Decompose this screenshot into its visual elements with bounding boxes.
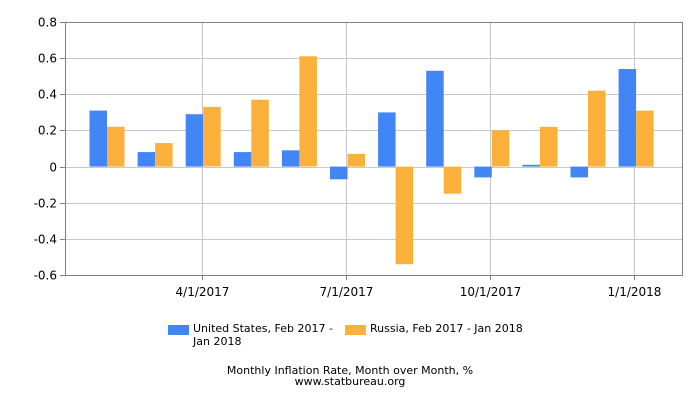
legend-swatch-us — [168, 325, 189, 335]
legend-swatch-russia — [345, 325, 366, 335]
bar-united-states — [426, 70, 444, 167]
bar-russia — [155, 143, 173, 167]
bars — [89, 56, 654, 265]
legend-item-russia[interactable]: Russia, Feb 2017 - Jan 2018 — [345, 322, 523, 335]
legend-label-russia: Russia, Feb 2017 - Jan 2018 — [370, 322, 523, 335]
bar-united-states — [618, 69, 637, 167]
bar-united-states — [570, 166, 588, 178]
legend: United States, Feb 2017 - Jan 2018 Russi… — [168, 322, 523, 348]
bar-united-states — [89, 110, 107, 167]
bar-russia — [588, 90, 606, 167]
bar-russia — [636, 110, 654, 167]
bar-united-states — [233, 152, 252, 167]
y-tick-label: -0.6 — [34, 269, 57, 283]
y-tick-label: 0.6 — [38, 52, 57, 66]
x-tick-label: 7/1/2017 — [320, 285, 374, 299]
legend-label-us: United States, Feb 2017 - Jan 2018 — [193, 322, 333, 348]
bar-united-states — [474, 166, 492, 178]
x-tick-label: 1/1/2018 — [608, 285, 662, 299]
bar-united-states — [522, 164, 540, 167]
y-tick-label: 0 — [49, 161, 57, 175]
axes — [60, 22, 683, 280]
bar-russia — [203, 106, 221, 167]
y-tick-labels: 0.8 0.6 0.4 0.2 0 -0.2 -0.4 -0.6 — [34, 16, 57, 283]
bar-united-states — [281, 150, 300, 167]
bar-united-states — [137, 152, 156, 167]
x-tick-label: 10/1/2017 — [460, 285, 522, 299]
y-tick-label: 0.4 — [38, 88, 57, 102]
y-tick-label: -0.4 — [34, 233, 57, 247]
bar-russia — [299, 56, 317, 167]
y-tick-label: -0.2 — [34, 197, 57, 211]
legend-item-us[interactable]: United States, Feb 2017 - Jan 2018 — [168, 322, 343, 348]
bar-russia — [443, 166, 462, 194]
bar-united-states — [185, 114, 204, 167]
plot-border — [65, 22, 683, 276]
chart: 0.8 0.6 0.4 0.2 0 -0.2 -0.4 -0.6 4/1/2017 7/1/20… — [34, 16, 683, 299]
bar-russia — [107, 126, 125, 167]
bar-russia — [251, 99, 269, 167]
source-caption: www.statbureau.org — [294, 375, 406, 388]
bar-russia — [347, 153, 365, 167]
bar-russia — [539, 126, 558, 167]
y-tick-label: 0.2 — [38, 124, 57, 138]
y-tick-label: 0.8 — [38, 16, 57, 30]
bar-united-states — [378, 112, 396, 167]
bar-united-states — [330, 166, 348, 180]
x-tick-label: 4/1/2017 — [176, 285, 230, 299]
chart-caption: Monthly Inflation Rate, Month over Month… — [226, 364, 474, 377]
gridlines — [65, 22, 683, 276]
bar-russia — [395, 166, 414, 265]
bar-russia — [491, 130, 510, 167]
x-tick-labels: 4/1/2017 7/1/2017 10/1/2017 1/1/2018 — [176, 285, 662, 299]
